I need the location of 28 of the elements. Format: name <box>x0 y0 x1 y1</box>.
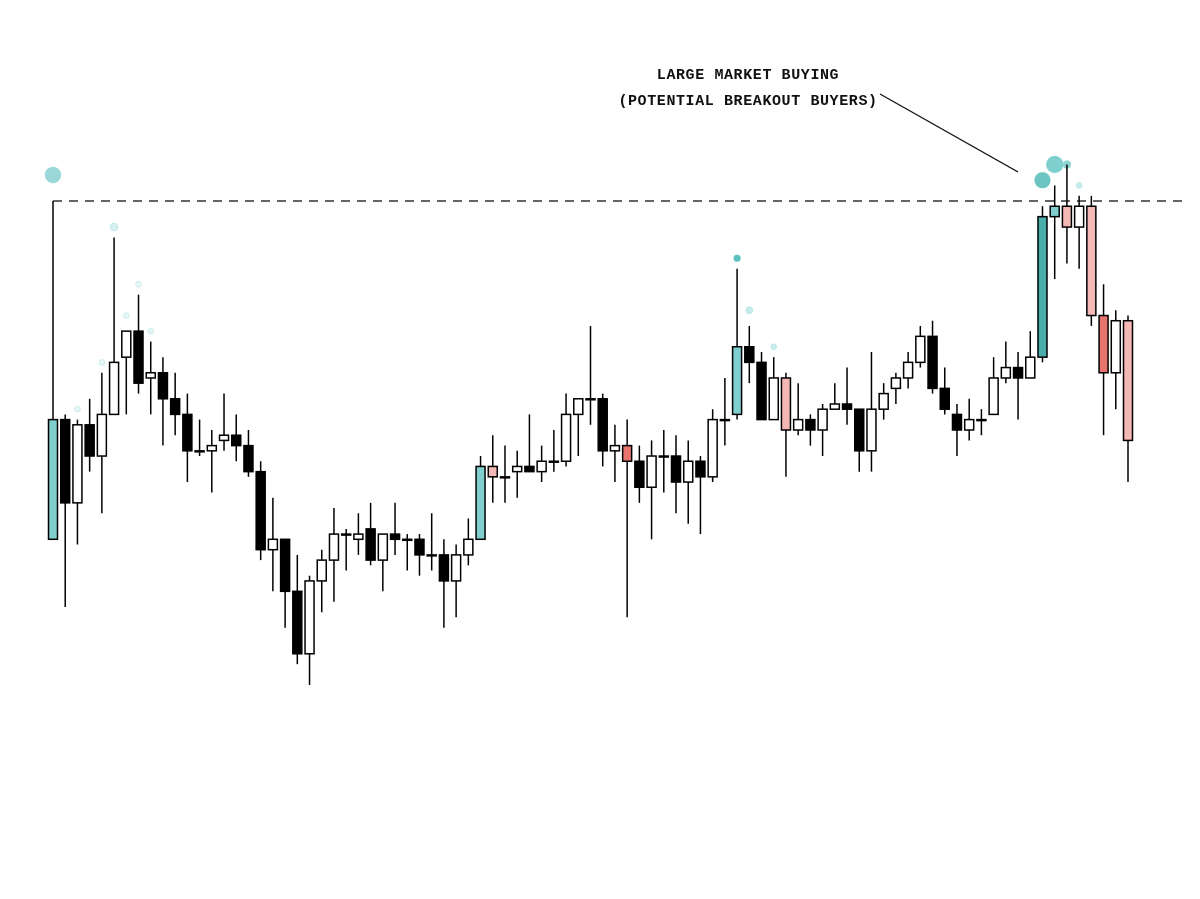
candlestick <box>792 382 804 436</box>
candlestick <box>841 366 853 426</box>
candlestick <box>976 408 987 436</box>
candlestick <box>902 351 914 390</box>
candlestick <box>548 429 560 473</box>
candlestick <box>951 403 963 457</box>
candlestick <box>389 502 401 556</box>
candlestick <box>939 366 951 416</box>
candlestick <box>963 398 975 442</box>
candlestick <box>169 372 181 436</box>
candlestick <box>206 429 218 494</box>
candlestick <box>609 424 621 483</box>
candlestick <box>316 548 327 613</box>
candlestick <box>340 528 352 572</box>
candlestick <box>1061 163 1073 265</box>
candlestick <box>218 392 230 452</box>
candlestick <box>1000 340 1012 384</box>
candlestick <box>621 418 633 619</box>
candlestick <box>829 382 841 410</box>
candlestick <box>1012 351 1024 421</box>
candlestick <box>487 434 499 504</box>
candlestick <box>230 413 242 462</box>
candlestick <box>682 439 694 525</box>
candlestick <box>1073 195 1085 270</box>
candlestick <box>499 444 511 504</box>
text: LARGE MARKET BUYING (POTENTIAL BREAKOUT BUYERS) <box>617 66 879 112</box>
candlestick <box>658 429 670 494</box>
candlestick <box>890 372 902 405</box>
